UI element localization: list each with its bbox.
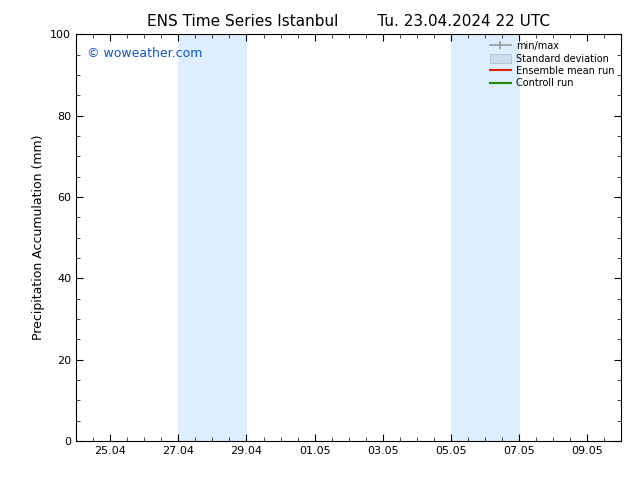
Legend: min/max, Standard deviation, Ensemble mean run, Controll run: min/max, Standard deviation, Ensemble me… — [488, 39, 616, 90]
Y-axis label: Precipitation Accumulation (mm): Precipitation Accumulation (mm) — [32, 135, 44, 341]
Bar — [178, 34, 247, 441]
Title: ENS Time Series Istanbul        Tu. 23.04.2024 22 UTC: ENS Time Series Istanbul Tu. 23.04.2024 … — [147, 14, 550, 29]
Text: © woweather.com: © woweather.com — [87, 47, 202, 59]
Bar — [451, 34, 519, 441]
